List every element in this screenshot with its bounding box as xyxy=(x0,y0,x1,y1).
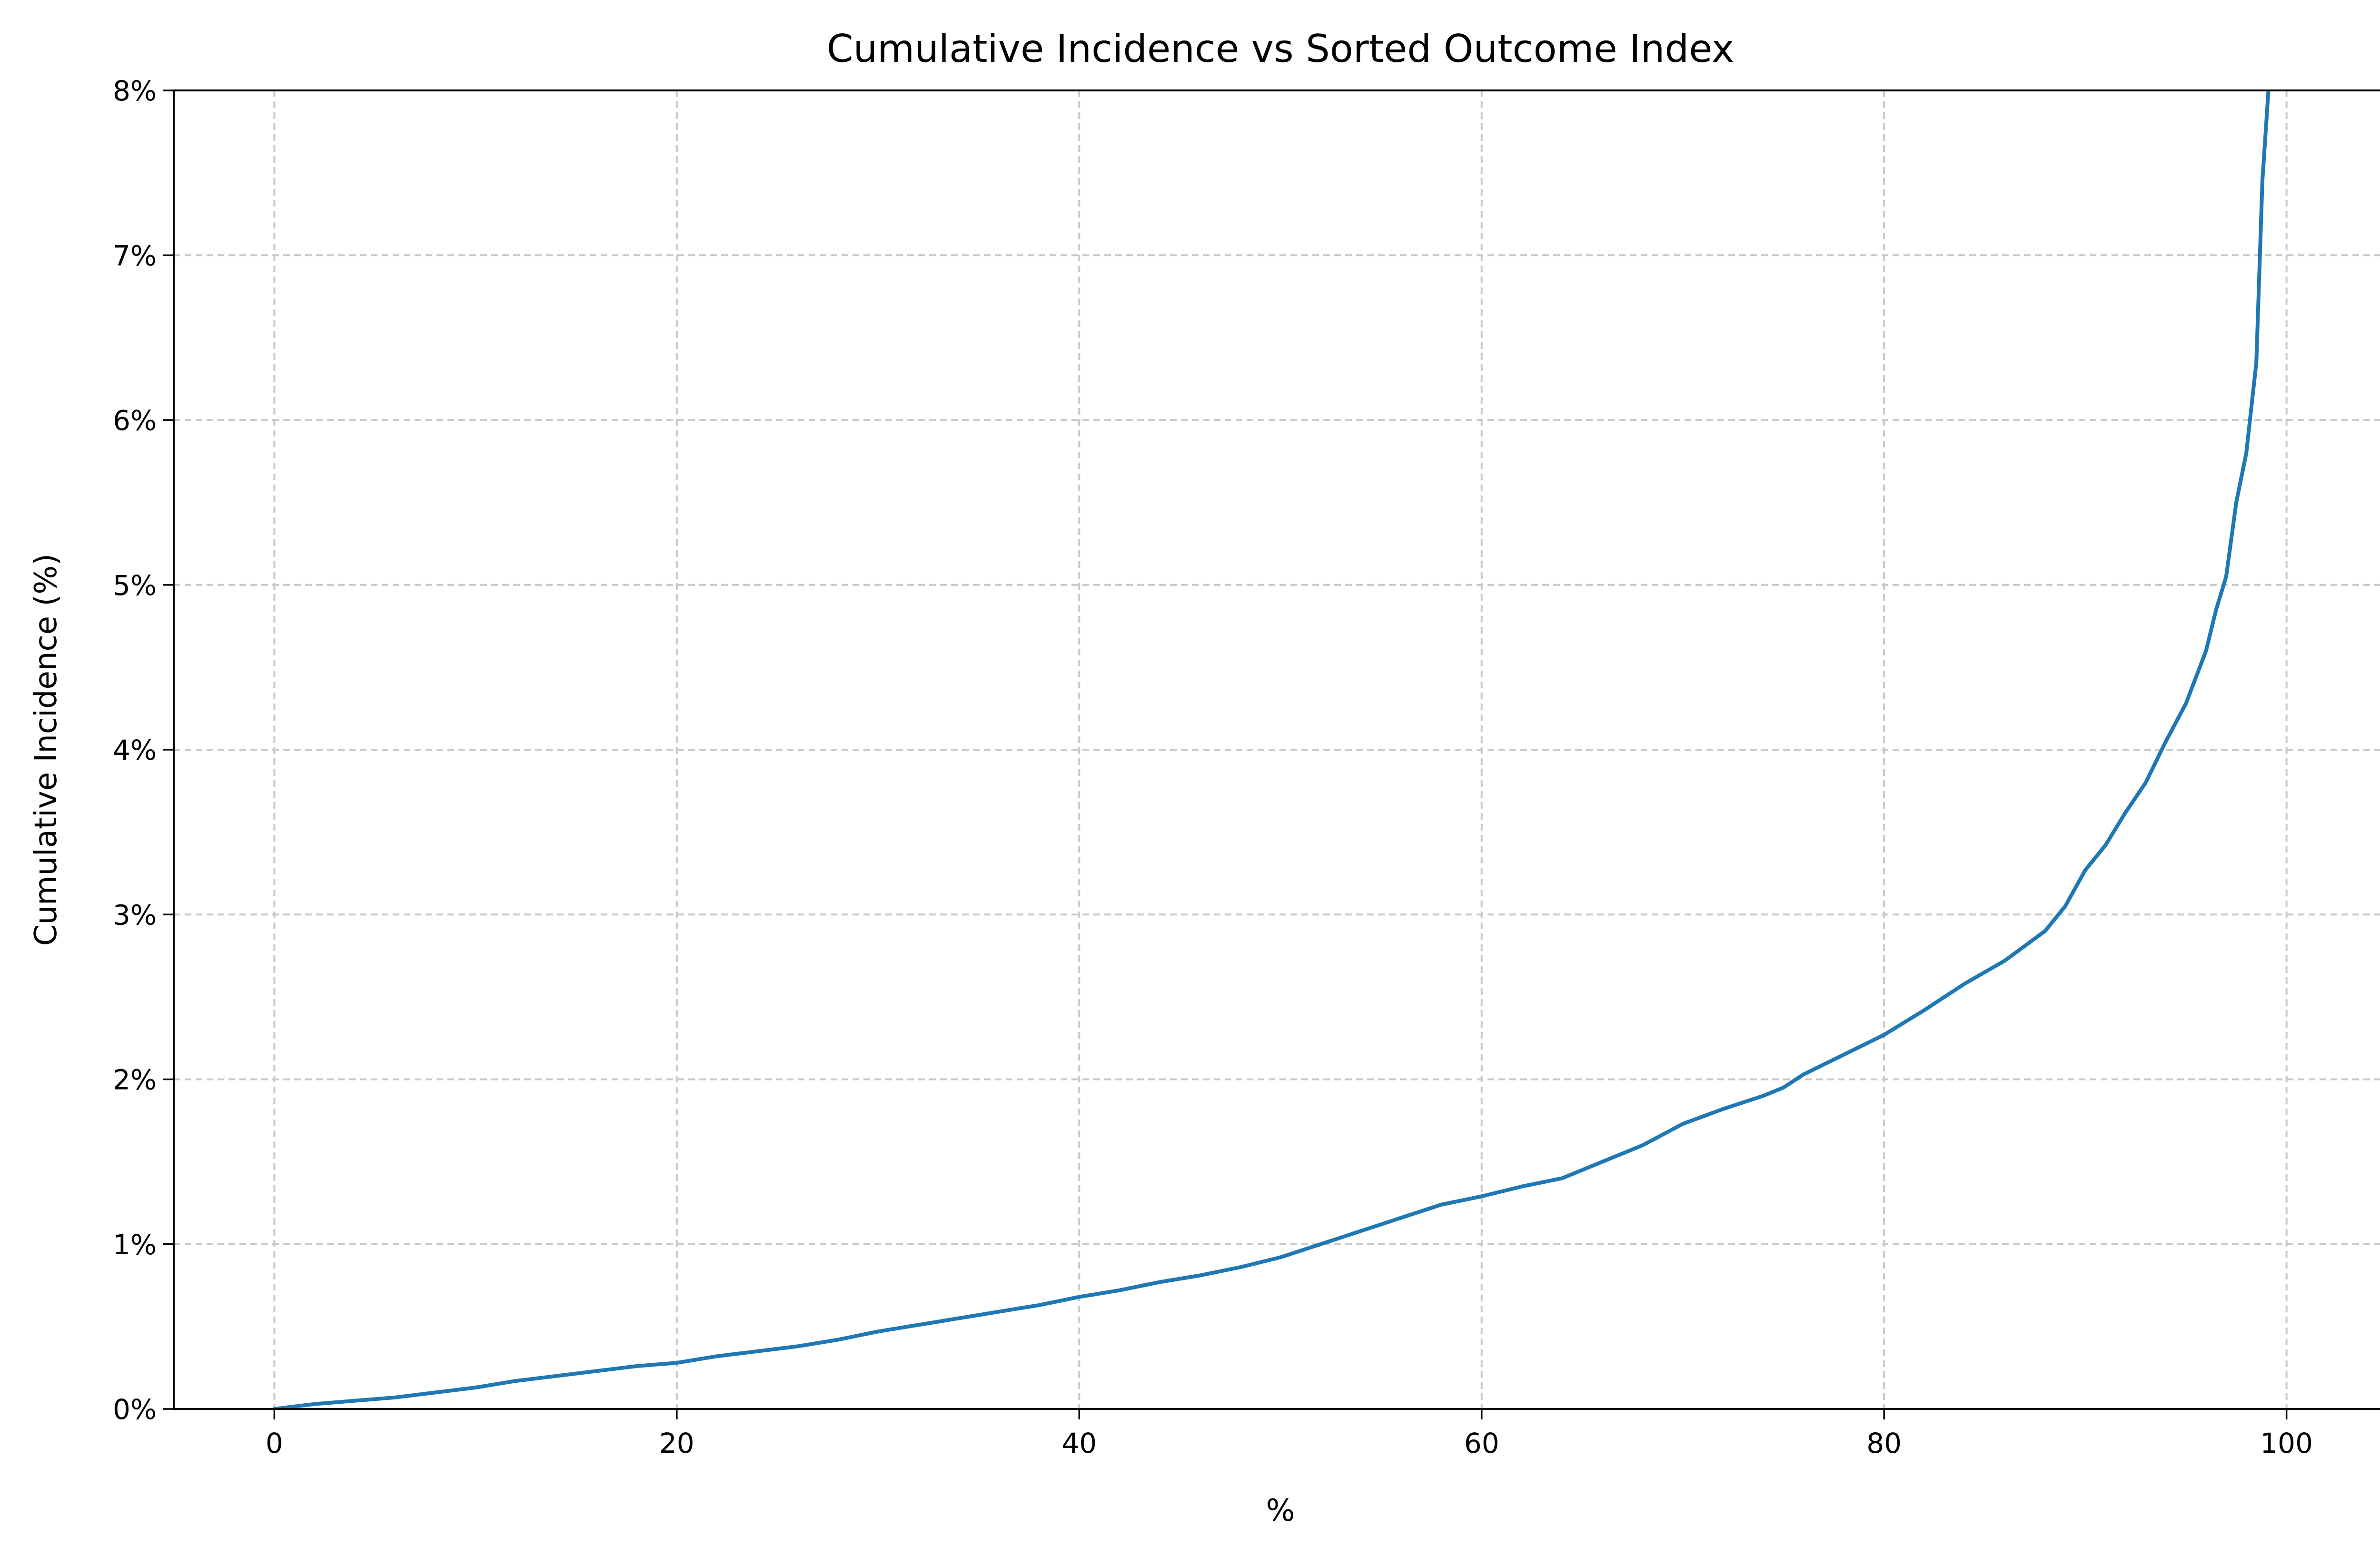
y-tick-label: 7% xyxy=(113,239,157,272)
x-tick-label: 80 xyxy=(1866,1427,1902,1459)
x-tick-label: 0 xyxy=(266,1427,283,1459)
y-tick-label: 1% xyxy=(113,1229,157,1261)
x-tick-label: 60 xyxy=(1464,1427,1499,1459)
x-axis-title: % xyxy=(1266,1493,1295,1528)
x-axis-ticks: 0 20 40 60 80 100 xyxy=(266,1409,2313,1459)
y-axis-title: Cumulative Incidence (%) xyxy=(29,554,64,946)
y-tick-label: 2% xyxy=(113,1064,157,1096)
grid-lines xyxy=(174,90,2380,1409)
y-tick-label: 3% xyxy=(113,899,157,931)
y-tick-label: 6% xyxy=(113,405,157,437)
y-tick-label: 0% xyxy=(113,1393,157,1426)
y-axis-ticks: 0% 1% 2% 3% 4% 5% 6% 7% 8% xyxy=(113,75,174,1426)
chart-title: Cumulative Incidence vs Sorted Outcome I… xyxy=(827,27,1735,71)
y-tick-label: 8% xyxy=(113,75,157,107)
x-tick-label: 100 xyxy=(2260,1427,2313,1459)
y-tick-label: 5% xyxy=(113,569,157,602)
x-tick-label: 40 xyxy=(1061,1427,1097,1459)
x-tick-label: 20 xyxy=(659,1427,694,1459)
plot-area xyxy=(272,90,2271,1409)
series-line xyxy=(272,90,2271,1409)
y-tick-label: 4% xyxy=(113,734,157,766)
